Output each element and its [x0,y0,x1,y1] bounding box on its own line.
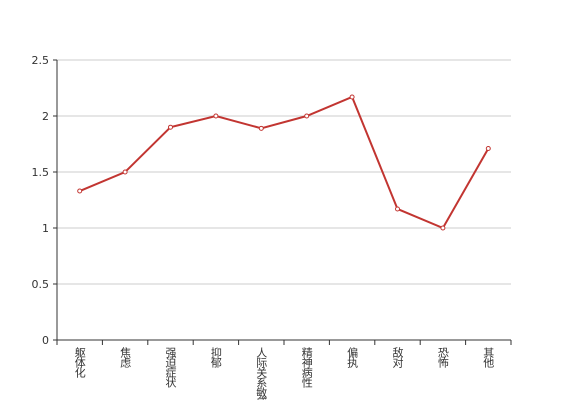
point [213,113,219,119]
x-tick-label: 其他 [482,347,495,368]
point [395,206,400,212]
point [122,169,128,175]
point [258,125,264,131]
y-tick-label: 2 [42,110,49,123]
x-tick-label: 抑郁 [209,346,222,368]
y-tick-label: 1.5 [32,166,50,179]
x-tick-label: 精神病性 [300,347,313,389]
point [168,124,173,130]
x-tick-label: 强迫症状 [164,347,177,388]
x-tick-label: 敌对 [391,346,404,368]
y-tick-label: 0.5 [32,278,50,291]
y-tick-label: 0 [42,334,49,347]
x-tick-label: 偏执 [346,346,359,369]
x-tick-label: 人际关系敏感 [255,347,268,400]
y-tick-label: 2.5 [32,54,50,67]
point [485,145,491,151]
point [304,113,310,119]
x-tick-label: 恐怖 [436,347,449,368]
line [79,95,490,230]
point [77,188,83,194]
y-tick-label: 1 [42,222,49,235]
x-tick-label: 躯体化 [73,347,86,379]
x-tick-label: 焦虑 [119,347,132,368]
point [440,225,446,231]
point [349,94,355,100]
